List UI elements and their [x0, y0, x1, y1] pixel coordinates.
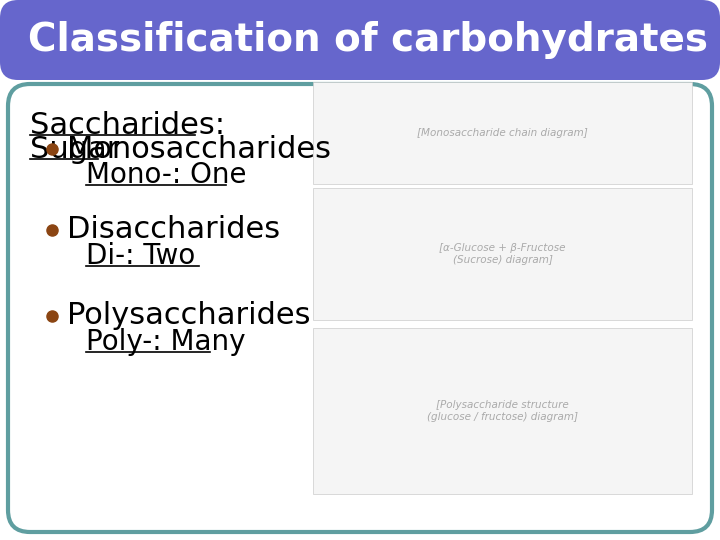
Text: Saccharides:: Saccharides: [30, 111, 225, 139]
Text: Classification of carbohydrates: Classification of carbohydrates [28, 21, 708, 59]
FancyBboxPatch shape [0, 0, 720, 80]
Text: Monosaccharides: Monosaccharides [67, 134, 331, 164]
Text: Disaccharides: Disaccharides [67, 215, 280, 245]
Text: [Polysaccharide structure
(glucose / fructose) diagram]: [Polysaccharide structure (glucose / fru… [427, 400, 578, 422]
Text: Sugar: Sugar [30, 134, 120, 164]
Text: [α-Glucose + β-Fructose
(Sucrose) diagram]: [α-Glucose + β-Fructose (Sucrose) diagra… [439, 243, 566, 265]
Text: Poly-: Many: Poly-: Many [86, 328, 246, 356]
FancyBboxPatch shape [313, 328, 692, 494]
FancyBboxPatch shape [8, 84, 712, 532]
Text: [Monosaccharide chain diagram]: [Monosaccharide chain diagram] [417, 128, 588, 138]
Text: Di-: Two: Di-: Two [86, 242, 195, 270]
FancyBboxPatch shape [313, 82, 692, 184]
Text: Polysaccharides: Polysaccharides [67, 301, 310, 330]
Text: Mono-: One: Mono-: One [86, 161, 246, 189]
FancyBboxPatch shape [313, 188, 692, 320]
